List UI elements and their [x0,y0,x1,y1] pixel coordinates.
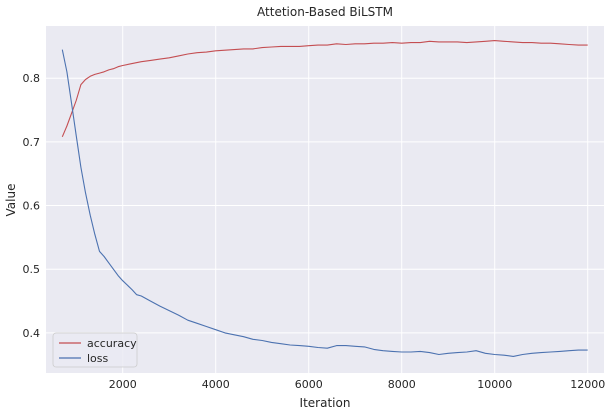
x-tick-label: 10000 [477,378,512,391]
chart-title: Attetion-Based BiLSTM [257,5,393,19]
series-layer [61,40,588,357]
x-tick-label: 8000 [388,378,416,391]
y-tick-label: 0.4 [23,327,41,340]
tick-labels: 2000 4000 6000 8000 10000 12000 0.4 0.5 0.6 0.7 0.… [23,72,606,391]
x-tick-label: 4000 [202,378,230,391]
legend-label-accuracy: accuracy [87,337,137,350]
series-line-accuracy [61,40,588,138]
y-tick-label: 0.6 [23,200,41,213]
x-tick-label: 12000 [570,378,605,391]
grid-lines [46,26,604,373]
plot-background [46,26,604,373]
y-tick-label: 0.8 [23,72,41,85]
y-axis-label: Value [4,184,18,217]
x-tick-label: 6000 [295,378,323,391]
x-axis-label: Iteration [300,396,351,410]
y-tick-label: 0.7 [23,136,41,149]
legend-label-loss: loss [87,352,109,365]
x-tick-label: 2000 [109,378,137,391]
y-tick-label: 0.5 [23,263,41,276]
series-line-loss [61,49,588,357]
legend: accuracy loss [52,332,138,368]
